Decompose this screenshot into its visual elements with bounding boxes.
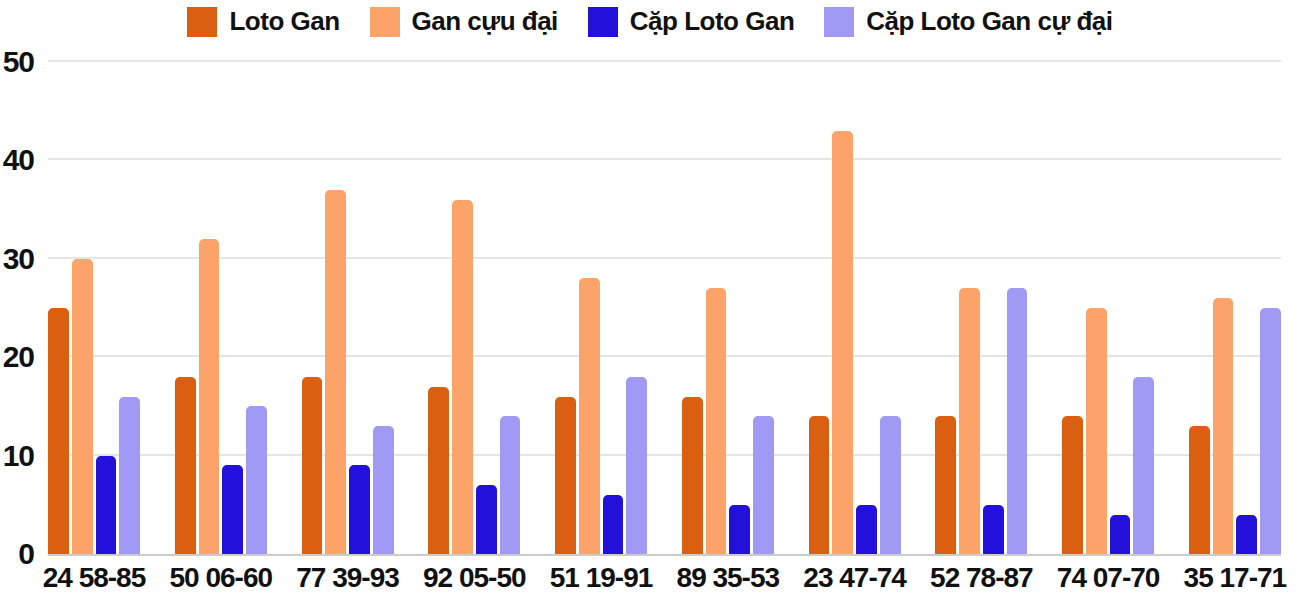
bar[interactable]: [119, 397, 140, 554]
x-axis-category-label: 74 07-70: [1057, 564, 1160, 592]
y-axis-tick-label: 40: [0, 145, 34, 175]
y-axis-tick-label: 0: [0, 539, 34, 569]
x-axis-category-label: 52 78-87: [930, 564, 1033, 592]
bar[interactable]: [832, 131, 853, 554]
legend-item-gan-cuu-dai[interactable]: Gan cựu đại: [370, 6, 558, 37]
x-axis-category-label: 89 35-53: [677, 564, 780, 592]
bar-group: 51 19-91: [555, 62, 647, 554]
bar[interactable]: [428, 387, 449, 554]
x-axis-category-label: 35 17-71: [1184, 564, 1287, 592]
bar-group: 24 58-85: [48, 62, 140, 554]
x-axis-category-label: 23 47-74: [803, 564, 906, 592]
y-axis-tick-label: 10: [0, 441, 34, 471]
legend-swatch-icon: [824, 7, 854, 37]
bar[interactable]: [1110, 515, 1131, 554]
bar[interactable]: [706, 288, 727, 554]
bar[interactable]: [959, 288, 980, 554]
bar[interactable]: [1133, 377, 1154, 554]
bar[interactable]: [753, 416, 774, 554]
bar[interactable]: [555, 397, 576, 554]
bar[interactable]: [1062, 416, 1083, 554]
bar[interactable]: [1086, 308, 1107, 554]
bar[interactable]: [325, 190, 346, 554]
bar[interactable]: [302, 377, 323, 554]
legend-item-cap-loto-gan-cu-dai[interactable]: Cặp Loto Gan cự đại: [824, 6, 1112, 37]
bar[interactable]: [856, 505, 877, 554]
bar-group: 50 06-60: [175, 62, 267, 554]
bar[interactable]: [72, 259, 93, 554]
bar[interactable]: [175, 377, 196, 554]
bar[interactable]: [222, 465, 243, 554]
y-axis: 01020304050: [0, 62, 34, 554]
bar[interactable]: [579, 278, 600, 554]
y-axis-tick-label: 20: [0, 342, 34, 372]
bar-group: 77 39-93: [302, 62, 394, 554]
bar[interactable]: [729, 505, 750, 554]
legend-label: Cặp Loto Gan cự đại: [866, 6, 1112, 37]
bar-group: 23 47-74: [809, 62, 901, 554]
bar-group: 52 78-87: [935, 62, 1027, 554]
bar[interactable]: [880, 416, 901, 554]
bar[interactable]: [935, 416, 956, 554]
bar[interactable]: [983, 505, 1004, 554]
bar[interactable]: [682, 397, 703, 554]
bar-group: 92 05-50: [428, 62, 520, 554]
bar[interactable]: [1213, 298, 1234, 554]
chart-legend: Loto Gan Gan cựu đại Cặp Loto Gan Cặp Lo…: [0, 6, 1300, 37]
legend-swatch-icon: [370, 7, 400, 37]
bar[interactable]: [373, 426, 394, 554]
bar-group: 35 17-71: [1189, 62, 1281, 554]
bar[interactable]: [452, 200, 473, 554]
legend-item-cap-loto-gan[interactable]: Cặp Loto Gan: [588, 6, 794, 37]
legend-swatch-icon: [588, 7, 618, 37]
bar[interactable]: [48, 308, 69, 554]
bar[interactable]: [1236, 515, 1257, 554]
bar-group: 89 35-53: [682, 62, 774, 554]
bar-group: 74 07-70: [1062, 62, 1154, 554]
bar[interactable]: [1260, 308, 1281, 554]
legend-label: Loto Gan: [229, 6, 339, 37]
y-axis-tick-label: 50: [0, 47, 34, 77]
legend-label: Cặp Loto Gan: [630, 6, 794, 37]
bar[interactable]: [1007, 288, 1028, 554]
x-axis-category-label: 50 06-60: [169, 564, 272, 592]
bar[interactable]: [626, 377, 647, 554]
bar[interactable]: [603, 495, 624, 554]
x-axis-category-label: 77 39-93: [296, 564, 399, 592]
bar[interactable]: [246, 406, 267, 554]
x-axis-category-label: 24 58-85: [43, 564, 146, 592]
bar[interactable]: [96, 456, 117, 554]
bar[interactable]: [349, 465, 370, 554]
plot-area: 24 58-85 50 06-60 77 39-93 92 05-50 51 19-91…: [48, 62, 1281, 556]
x-axis-category-label: 51 19-91: [550, 564, 653, 592]
bar-chart: Loto Gan Gan cựu đại Cặp Loto Gan Cặp Lo…: [0, 0, 1300, 600]
x-axis-category-label: 92 05-50: [423, 564, 526, 592]
legend-item-loto-gan[interactable]: Loto Gan: [187, 6, 339, 37]
legend-swatch-icon: [187, 7, 217, 37]
y-axis-tick-label: 30: [0, 244, 34, 274]
bar[interactable]: [809, 416, 830, 554]
bar[interactable]: [500, 416, 521, 554]
bar[interactable]: [199, 239, 220, 554]
bar[interactable]: [476, 485, 497, 554]
legend-label: Gan cựu đại: [412, 6, 558, 37]
bar[interactable]: [1189, 426, 1210, 554]
